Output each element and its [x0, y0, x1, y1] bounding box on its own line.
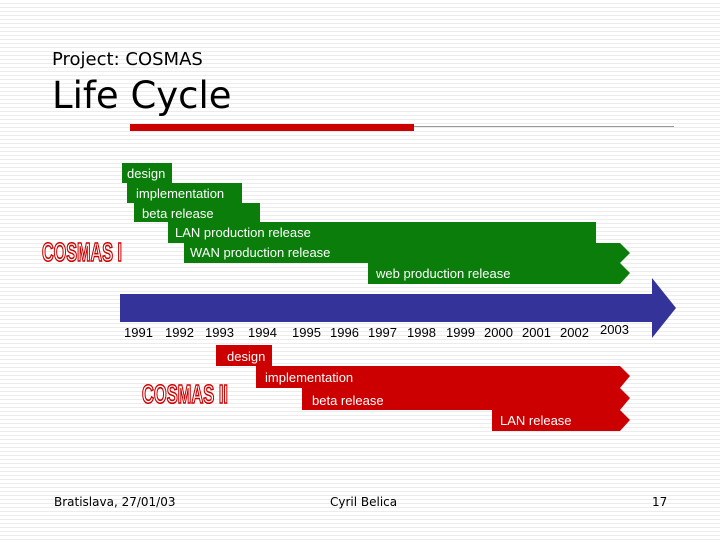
- cosmas1-bar-beta: [134, 203, 260, 222]
- cosmas1-bar-wan: [184, 243, 630, 263]
- timeline-arrow: [120, 278, 676, 338]
- year-label: 2001: [522, 325, 551, 340]
- cosmas2-phase-implementation: implementation: [265, 370, 354, 385]
- cosmas1-bar-implementation: [127, 183, 242, 203]
- cosmas1-phase-web: web production release: [376, 266, 511, 281]
- cosmas2-logo-text: COSMAS II: [142, 379, 228, 408]
- footer-author: Cyril Belica: [330, 495, 398, 509]
- year-label: 1996: [330, 325, 359, 340]
- slide-subtitle: Project: COSMAS: [52, 49, 203, 70]
- cosmas2-phase-design: design: [227, 349, 266, 364]
- year-label: 1998: [407, 325, 436, 340]
- cosmas1-bar-design: [122, 163, 172, 183]
- cosmas2-phase-lan: LAN release: [500, 413, 572, 428]
- slide-title: Life Cycle: [52, 74, 232, 117]
- year-label: 2000: [484, 325, 513, 340]
- cosmas1-bar-lan: [168, 222, 596, 243]
- cosmas1-phase-beta: beta release: [142, 206, 214, 221]
- cosmas2-bar-lan: [492, 410, 630, 431]
- cosmas2-bar-design: [216, 345, 272, 366]
- cosmas1-phase-lan: LAN production release: [175, 225, 311, 240]
- year-label: 2002: [560, 325, 589, 340]
- cosmas2-phase-beta: beta release: [312, 393, 384, 408]
- cosmas2-bar-beta: [302, 388, 630, 410]
- year-label: 1991: [124, 325, 153, 340]
- year-label: 1999: [446, 325, 475, 340]
- title-accent-bar: [130, 124, 414, 131]
- cosmas1-logo-text: COSMAS I: [42, 237, 122, 266]
- year-label: 1993: [205, 325, 234, 340]
- cosmas1-bars: [122, 163, 630, 284]
- footer-location-date: Bratislava, 27/01/03: [54, 495, 176, 509]
- cosmas2-logo: COSMAS II: [141, 378, 229, 408]
- year-label: 1992: [165, 325, 194, 340]
- year-label: 1994: [248, 325, 277, 340]
- cosmas1-phase-wan: WAN production release: [190, 245, 331, 260]
- year-label: 1997: [368, 325, 397, 340]
- cosmas2-bars: [216, 345, 630, 431]
- title-divider-line: [414, 126, 674, 127]
- cosmas1-phase-implementation: implementation: [136, 186, 225, 201]
- cosmas1-bar-web: [368, 263, 630, 284]
- year-label: 2003: [600, 322, 629, 337]
- footer-page-number: 17: [652, 495, 668, 509]
- cosmas1-phase-design: design: [127, 166, 166, 181]
- year-label: 1995: [292, 325, 321, 340]
- cosmas1-logo: COSMAS I: [41, 236, 123, 266]
- cosmas2-bar-implementation: [256, 366, 630, 388]
